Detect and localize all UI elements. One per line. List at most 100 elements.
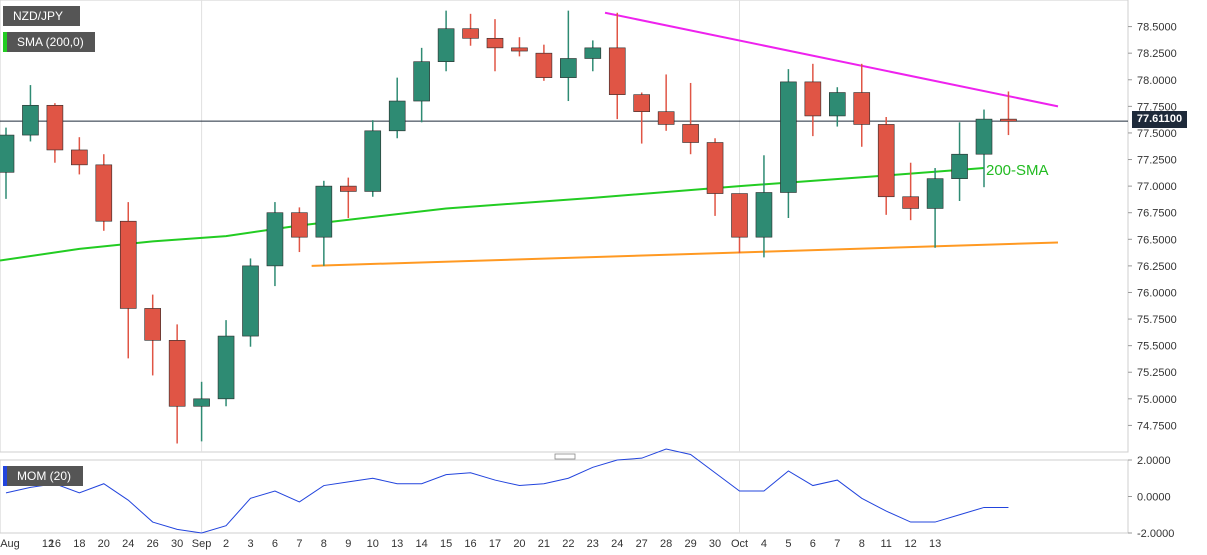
x-tick-label: 28 <box>660 538 672 550</box>
candle-body <box>633 94 651 112</box>
mom-y-tick-label: 2.0000 <box>1137 455 1171 467</box>
y-tick-label: 77.0000 <box>1137 181 1177 193</box>
x-tick-label: 29 <box>684 538 696 550</box>
candle-body <box>584 47 602 59</box>
candle-body <box>535 52 553 78</box>
candle-body <box>804 81 822 117</box>
panel-resize-handle <box>554 453 576 460</box>
candle-body <box>511 47 528 52</box>
x-tick-label: 21 <box>538 538 550 550</box>
y-tick-label: 76.2500 <box>1137 261 1177 273</box>
y-tick-label: 78.2500 <box>1137 48 1177 60</box>
x-tick-label: 20 <box>513 538 525 550</box>
sma-200-line <box>0 167 985 262</box>
x-tick-label: 26 <box>147 538 159 550</box>
support-trendline <box>311 241 1059 267</box>
candle-body <box>266 212 284 267</box>
x-tick-label: 6 <box>810 538 816 550</box>
candle-body <box>119 220 137 309</box>
candle-body <box>486 37 504 49</box>
candle-body <box>902 196 919 209</box>
x-tick-label: 2 <box>223 538 229 550</box>
x-tick-label: 4 <box>761 538 767 550</box>
candle-body <box>1000 118 1017 122</box>
x-tick-label: 30 <box>171 538 183 550</box>
x-tick-label: 14 <box>416 538 428 550</box>
candle-body <box>926 178 944 209</box>
x-tick-label: 3 <box>247 538 253 550</box>
candle-body <box>217 335 235 400</box>
candle-body <box>364 130 382 192</box>
candle-body <box>339 185 357 192</box>
candle-body <box>828 92 846 117</box>
x-tick-label: 16 <box>49 538 61 550</box>
candle-body <box>560 58 577 78</box>
x-tick-label: 15 <box>440 538 452 550</box>
mom-y-tick-label: 0.0000 <box>1137 492 1171 504</box>
y-tick-label: 77.2500 <box>1137 155 1177 167</box>
x-tick-label: 6 <box>272 538 278 550</box>
x-tick-label: 7 <box>296 538 302 550</box>
x-tick-label: 20 <box>98 538 110 550</box>
resistance-trendline <box>604 11 1059 108</box>
symbol-label[interactable]: NZD/JPY <box>3 6 80 26</box>
x-tick-label: 7 <box>834 538 840 550</box>
sma-annotation: 200-SMA <box>986 162 1049 179</box>
candle-body <box>462 28 479 39</box>
y-tick-label: 78.5000 <box>1137 22 1177 34</box>
momentum-line <box>5 448 1009 534</box>
x-tick-label: 12 <box>905 538 917 550</box>
candle-body <box>144 308 161 341</box>
candle-body <box>975 118 993 155</box>
x-tick-label: 30 <box>709 538 721 550</box>
candle-body <box>388 100 406 132</box>
candle-body <box>657 111 675 125</box>
y-tick-label: 75.0000 <box>1137 394 1177 406</box>
x-tick-label: Oct <box>731 538 748 550</box>
y-tick-label: 77.5000 <box>1137 128 1177 140</box>
sma-indicator-label[interactable]: SMA (200,0) <box>3 32 95 52</box>
x-tick-label: 24 <box>611 538 623 550</box>
y-tick-label: 75.2500 <box>1137 367 1177 379</box>
candle-body <box>46 104 64 151</box>
x-tick-label: 9 <box>345 538 351 550</box>
candle-body <box>706 142 724 194</box>
x-tick-label: 23 <box>587 538 599 550</box>
x-tick-label: 13 <box>929 538 941 550</box>
x-tick-label: 8 <box>859 538 865 550</box>
y-tick-label: 75.7500 <box>1137 314 1177 326</box>
x-tick-label: Sep <box>192 538 212 550</box>
x-tick-label: 16 <box>464 538 476 550</box>
momentum-indicator-label[interactable]: MOM (20) <box>3 466 83 486</box>
candle-body <box>193 398 210 407</box>
candle-body <box>22 104 39 136</box>
last-price-tag: 77.61100 <box>1132 111 1187 128</box>
mom-y-tick-label: -2.0000 <box>1137 528 1174 540</box>
candle-body <box>608 47 626 95</box>
x-tick-label: 18 <box>73 538 85 550</box>
candle-body <box>682 124 699 143</box>
x-tick-label: Aug <box>0 538 20 550</box>
candle-body <box>413 61 430 102</box>
x-tick-label: 10 <box>367 538 379 550</box>
y-tick-label: 75.5000 <box>1137 341 1177 353</box>
x-tick-label: 13 <box>391 538 403 550</box>
x-tick-label: 5 <box>785 538 791 550</box>
x-tick-label: 22 <box>562 538 574 550</box>
candle-body <box>731 193 748 238</box>
candle-body <box>877 124 895 198</box>
candle-body <box>951 153 968 179</box>
x-tick-label: 27 <box>636 538 648 550</box>
candle-body <box>437 28 455 62</box>
candle-body <box>315 185 333 238</box>
y-tick-label: 76.0000 <box>1137 287 1177 299</box>
y-tick-label: 76.5000 <box>1137 234 1177 246</box>
x-tick-label: 24 <box>122 538 134 550</box>
momentum-panel <box>0 459 1129 534</box>
candle-body <box>853 92 871 125</box>
y-tick-label: 77.7500 <box>1137 101 1177 113</box>
x-tick-label: 12 <box>42 538 54 550</box>
x-tick-label: 8 <box>321 538 327 550</box>
candle-body <box>71 149 88 166</box>
